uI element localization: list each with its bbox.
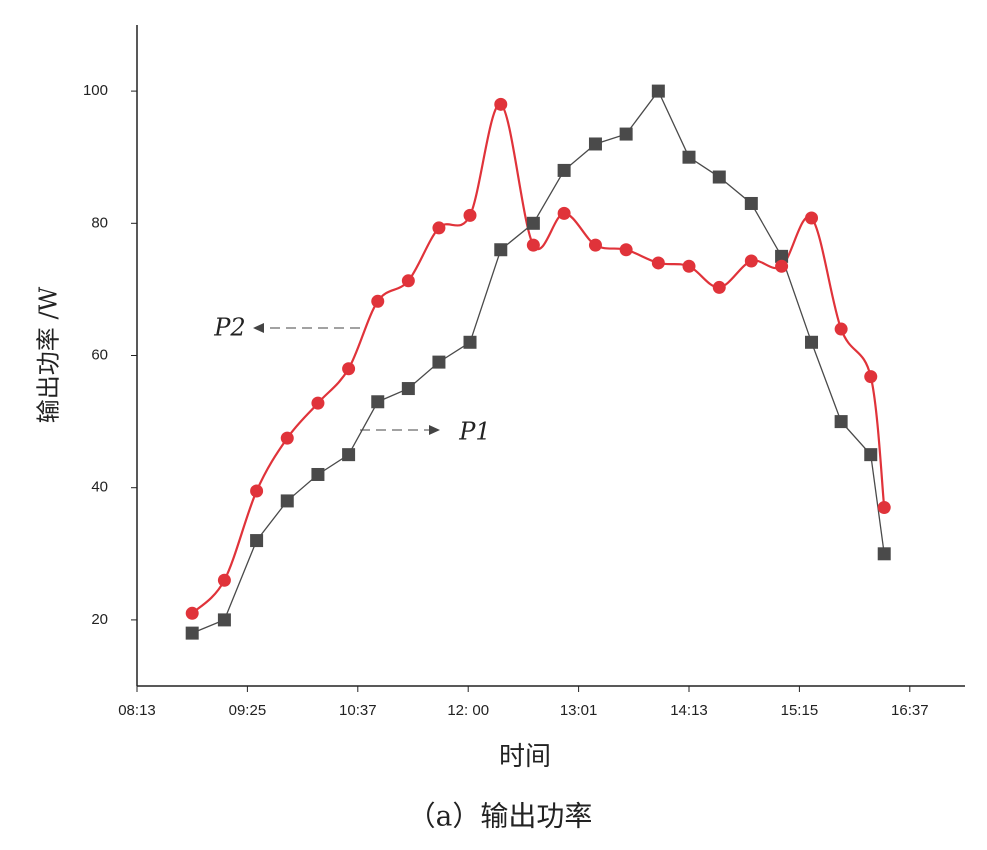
point	[877, 501, 891, 515]
x-axis-label: 时间	[499, 742, 551, 772]
point	[775, 249, 789, 263]
point	[805, 211, 819, 225]
point	[712, 280, 726, 294]
arrow-head	[429, 425, 440, 435]
point	[250, 534, 264, 548]
point	[744, 196, 758, 210]
series-line	[191, 103, 886, 615]
point	[557, 206, 571, 220]
point	[311, 467, 325, 481]
y-tick-label: 80	[91, 214, 108, 231]
point	[557, 163, 571, 177]
x-tick-label: 08:13	[118, 702, 156, 719]
point	[834, 415, 848, 429]
point	[185, 626, 199, 640]
y-tick-label: 20	[91, 611, 108, 628]
series-line	[191, 89, 885, 634]
point	[371, 395, 385, 409]
caption: （a）输出功率	[408, 800, 593, 833]
y-tick-label: 60	[91, 346, 108, 363]
point	[280, 494, 294, 508]
point	[864, 370, 878, 384]
point	[526, 238, 540, 252]
x-tick-label: 13:01	[560, 702, 598, 719]
point	[494, 243, 508, 257]
point	[311, 396, 325, 410]
annotation: P1	[458, 418, 490, 446]
point	[217, 613, 231, 627]
point	[588, 137, 602, 151]
annotation: P2	[213, 314, 245, 342]
point	[775, 259, 789, 273]
point	[432, 355, 446, 369]
point	[805, 335, 819, 349]
point	[401, 274, 415, 288]
x-tick-label: 15:15	[781, 702, 819, 719]
x-tick-label: 09:25	[229, 702, 267, 719]
point	[494, 97, 508, 111]
point	[712, 170, 726, 184]
point	[588, 238, 602, 252]
y-tick-label: 40	[91, 479, 108, 496]
point	[877, 547, 891, 561]
point	[342, 362, 356, 376]
point	[619, 243, 633, 257]
point	[432, 221, 446, 235]
point	[463, 208, 477, 222]
point	[864, 448, 878, 462]
point	[401, 382, 415, 396]
point	[744, 254, 758, 268]
point	[280, 431, 294, 445]
point	[217, 573, 231, 587]
y-tick-label: 100	[83, 82, 108, 99]
point	[834, 322, 848, 336]
point	[526, 216, 540, 230]
point	[185, 606, 199, 620]
x-tick-label: 10:37	[339, 702, 377, 719]
point	[682, 150, 696, 164]
point	[463, 335, 477, 349]
point	[250, 484, 264, 498]
x-tick-label: 14:13	[670, 702, 708, 719]
point	[371, 294, 385, 308]
x-tick-label: 16:37	[891, 702, 929, 719]
y-axis-label: 输出功率 /W	[35, 286, 63, 423]
point	[342, 448, 356, 462]
x-tick-label: 12: 00	[447, 702, 489, 719]
point	[651, 84, 665, 98]
point	[682, 259, 696, 273]
point	[651, 256, 665, 270]
arrow-head	[253, 323, 264, 333]
point	[619, 127, 633, 141]
